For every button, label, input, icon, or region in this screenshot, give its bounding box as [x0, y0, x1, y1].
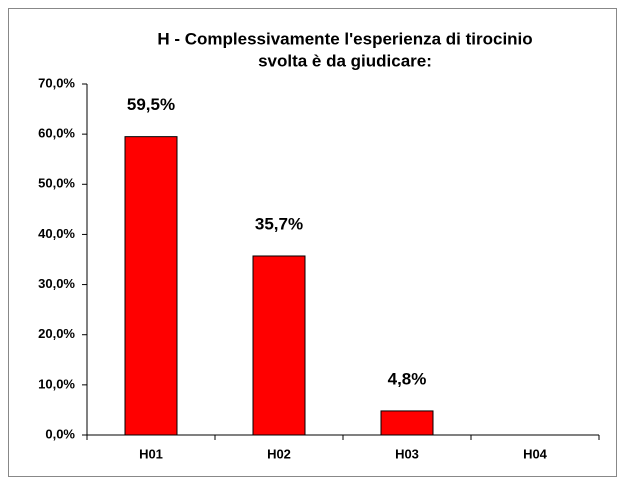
- data-label: 4,8%: [388, 369, 427, 388]
- chart-frame: [8, 8, 617, 477]
- bar: [124, 136, 178, 436]
- y-tick-label: 70,0%: [38, 75, 75, 90]
- chart-title: svolta è da giudicare:: [258, 51, 432, 70]
- y-tick-label: 50,0%: [38, 176, 75, 191]
- y-tick-label: 60,0%: [38, 126, 75, 141]
- y-tick-label: 0,0%: [45, 426, 75, 441]
- bar: [380, 410, 434, 436]
- bar: [252, 255, 306, 436]
- y-tick-label: 40,0%: [38, 226, 75, 241]
- chart-title: H - Complessivamente l'esperienza di tir…: [157, 29, 532, 48]
- data-label: 59,5%: [127, 95, 175, 114]
- y-tick-label: 10,0%: [38, 376, 75, 391]
- y-tick-label: 20,0%: [38, 326, 75, 341]
- x-tick-label: H01: [139, 446, 163, 461]
- x-tick-label: H04: [523, 446, 548, 461]
- x-tick-label: H02: [267, 446, 291, 461]
- data-label: 35,7%: [255, 214, 303, 233]
- x-tick-label: H03: [395, 446, 419, 461]
- y-tick-label: 30,0%: [38, 276, 75, 291]
